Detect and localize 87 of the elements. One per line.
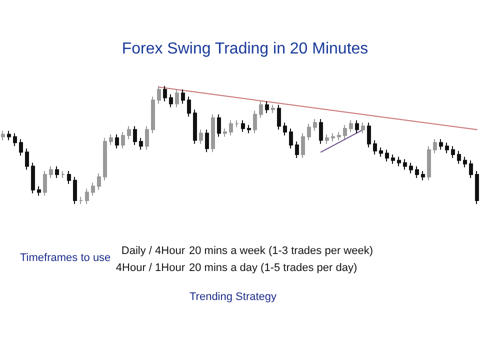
candlestick <box>325 134 329 144</box>
candlestick <box>469 160 473 179</box>
candlestick <box>169 94 173 108</box>
candlestick <box>97 172 101 190</box>
candlestick <box>175 89 179 108</box>
candlestick <box>265 100 269 114</box>
candlestick <box>229 120 233 136</box>
candlestick <box>355 120 359 134</box>
candlestick <box>1 130 5 141</box>
candlestick <box>241 120 245 133</box>
candlestick <box>91 182 95 196</box>
candlestick <box>379 146 383 158</box>
candlestick <box>313 118 317 132</box>
candlestick <box>139 137 143 150</box>
candlestick <box>427 146 431 181</box>
text: Timeframes to use <box>20 252 111 264</box>
candlestick <box>235 120 239 128</box>
candlestick <box>283 122 287 136</box>
candlestick <box>55 166 59 179</box>
candlestick <box>337 132 341 141</box>
candlestick <box>187 96 191 118</box>
candlestick <box>31 162 35 194</box>
candlestick <box>37 186 41 196</box>
candlestick <box>103 137 107 181</box>
candlestick <box>289 128 293 150</box>
candlestick <box>25 148 29 170</box>
candlestick <box>409 162 413 174</box>
candlestick <box>79 196 83 204</box>
candlestick <box>115 134 119 150</box>
candlestick <box>331 132 335 142</box>
candlestick <box>451 146 455 158</box>
candlestick <box>271 104 275 114</box>
candlestick <box>391 154 395 164</box>
candlestick <box>463 156 467 168</box>
candlestick <box>319 118 323 144</box>
candlestick <box>7 130 11 141</box>
candlestick <box>367 122 371 148</box>
candlestick <box>439 138 443 150</box>
candlestick <box>259 100 263 118</box>
candlestick <box>361 122 365 134</box>
candlestick <box>217 114 221 138</box>
candlestick <box>109 134 113 146</box>
candlestick <box>61 170 65 179</box>
candlestick <box>67 170 71 184</box>
candlestick <box>385 149 389 162</box>
candlestick <box>277 104 281 130</box>
candlestick <box>223 128 227 138</box>
chart-title: Forex Swing Trading in 20 Minutes <box>122 40 368 58</box>
candlestick <box>145 126 149 150</box>
candlestick <box>349 120 353 133</box>
candlestick <box>301 132 305 158</box>
text: 20 mins a day (1-5 trades per day) <box>189 262 358 274</box>
candlestick <box>151 96 155 134</box>
candlestick <box>85 188 89 204</box>
candlestick <box>181 89 185 104</box>
candlestick <box>121 132 125 150</box>
candlestick <box>199 129 203 144</box>
candlestick <box>433 138 437 154</box>
candlestick <box>403 158 407 170</box>
candlestick <box>157 86 161 104</box>
candlestick <box>19 138 23 156</box>
candlestick <box>205 129 209 153</box>
candlestick <box>13 132 17 147</box>
text: 4Hour / 1Hour <box>116 262 186 274</box>
candlestick <box>73 176 77 204</box>
candlestick <box>163 86 167 102</box>
candlestick <box>193 109 197 144</box>
text: 20 mins a week (1-3 trades per week) <box>189 245 374 257</box>
candlestick <box>421 170 425 181</box>
candlestick <box>133 126 137 146</box>
candlestick <box>247 124 251 134</box>
candlestick <box>43 170 47 196</box>
text: Daily / 4Hour <box>121 245 186 257</box>
candlestick <box>397 156 401 167</box>
candlestick <box>475 170 479 204</box>
candlestick <box>457 150 461 164</box>
text: Trending Strategy <box>189 291 278 303</box>
candlestick <box>415 166 419 179</box>
candlestick <box>211 114 215 153</box>
candlestick <box>295 140 299 158</box>
candlestick <box>343 124 347 140</box>
candlestick <box>445 142 449 154</box>
candlestick <box>373 140 377 155</box>
candlestick <box>307 123 311 141</box>
candlestick <box>49 166 53 179</box>
candlestick <box>253 110 257 134</box>
candlestick <box>127 126 131 140</box>
